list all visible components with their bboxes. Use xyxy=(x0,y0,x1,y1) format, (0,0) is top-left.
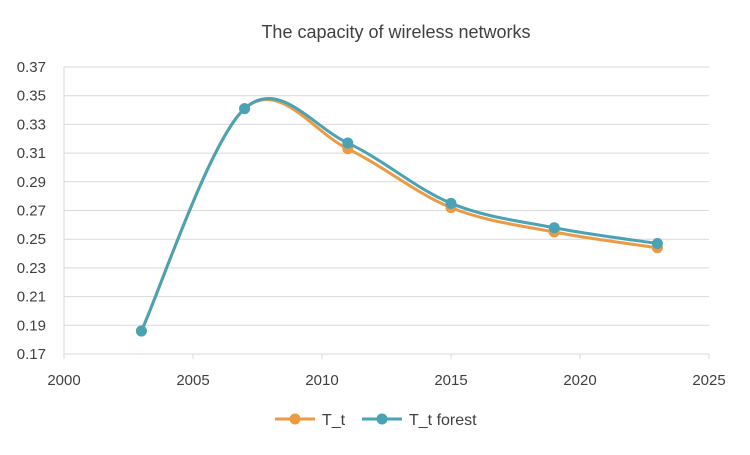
data-point xyxy=(548,222,560,234)
legend: T_t T_t forest xyxy=(275,412,477,429)
legend-label: T_t xyxy=(322,412,346,429)
y-tick-label: 0.23 xyxy=(17,260,46,277)
series-layer xyxy=(135,97,663,337)
chart-title: The capacity of wireless networks xyxy=(261,22,530,42)
y-tick-label: 0.21 xyxy=(17,289,46,306)
x-tick-label: 2000 xyxy=(47,372,80,389)
y-tick-label: 0.25 xyxy=(17,231,46,248)
legend-marker xyxy=(376,413,388,425)
y-tick-label: 0.31 xyxy=(17,145,46,162)
x-tick-label: 2015 xyxy=(434,372,467,389)
x-tick-label: 2025 xyxy=(692,372,725,389)
data-point xyxy=(239,103,251,115)
y-tick-label: 0.29 xyxy=(17,174,46,191)
legend-item: T_t forest xyxy=(362,412,477,429)
x-tick-label: 2010 xyxy=(305,372,338,389)
gridlines xyxy=(63,66,709,355)
data-point xyxy=(135,325,147,337)
x-tick-label: 2020 xyxy=(563,372,596,389)
data-point xyxy=(651,238,663,250)
y-tick-label: 0.37 xyxy=(17,59,46,76)
y-tick-label: 0.35 xyxy=(17,88,46,105)
data-point xyxy=(445,197,457,209)
x-axis-ticks: 2000 2005 2010 2015 2020 2025 xyxy=(47,354,726,389)
y-axis-ticks: 0.17 0.19 0.21 0.23 0.25 0.27 0.29 0.31 0.33 0.35… xyxy=(17,59,46,363)
data-point xyxy=(342,137,354,149)
series-2 xyxy=(135,97,663,337)
y-tick-label: 0.19 xyxy=(17,317,46,334)
y-tick-label: 0.27 xyxy=(17,203,46,220)
legend-label: T_t forest xyxy=(409,412,477,429)
y-tick-label: 0.17 xyxy=(17,346,46,363)
series-1 xyxy=(135,98,663,337)
legend-item: T_t xyxy=(275,412,346,429)
x-tick-label: 2005 xyxy=(176,372,209,389)
y-tick-label: 0.33 xyxy=(17,116,46,133)
legend-marker xyxy=(289,413,301,425)
